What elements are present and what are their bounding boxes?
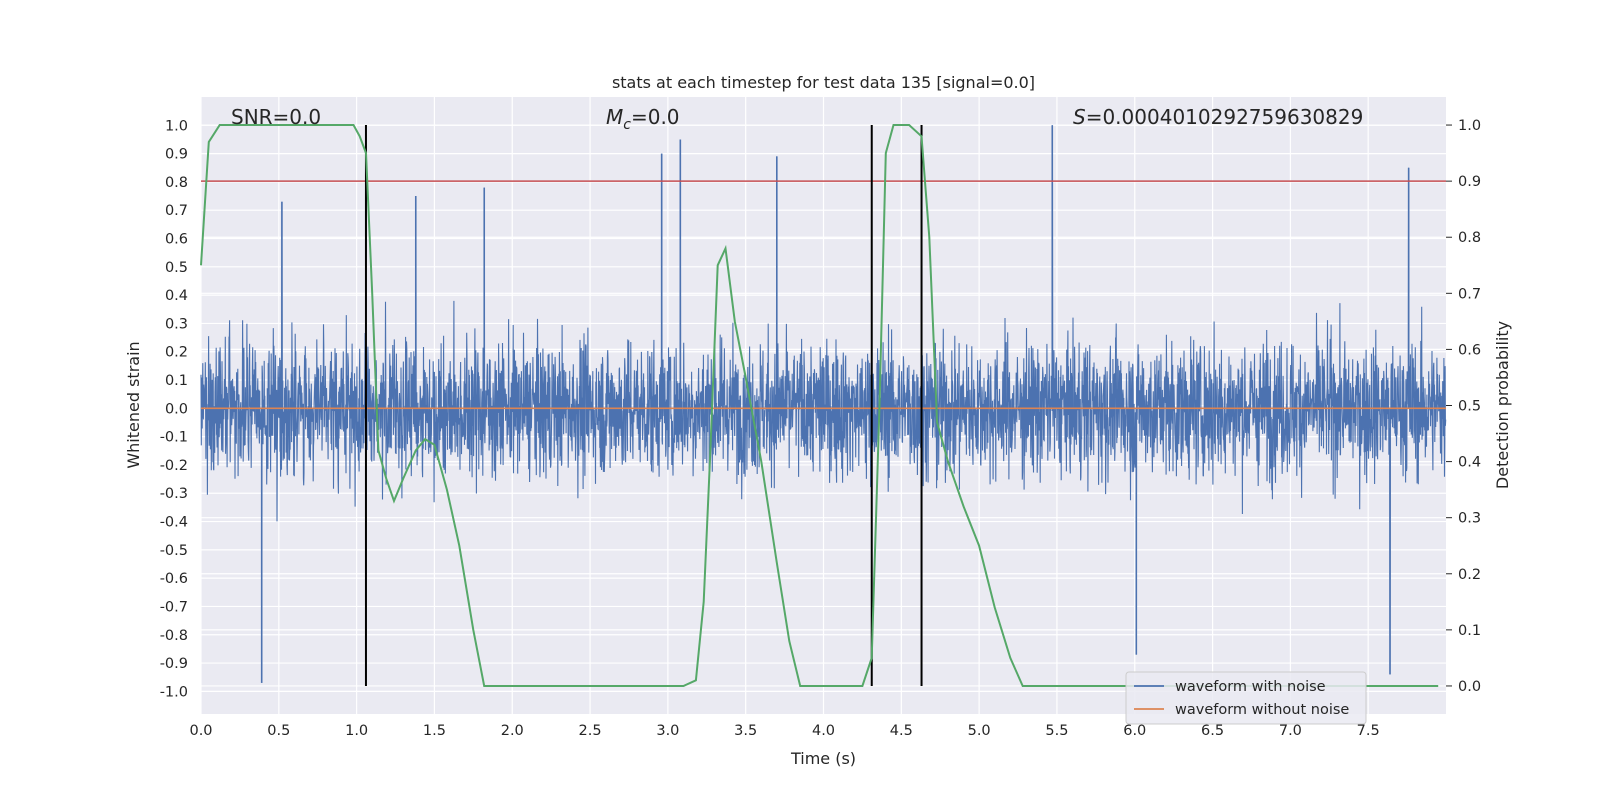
y-tick-label: -0.1 [160, 430, 188, 446]
y-tick-label: 0.8 [165, 175, 188, 191]
chirp-mass-symbol: M [606, 105, 623, 129]
y-tick-label: -0.5 [160, 543, 188, 559]
y-tick-label: -0.3 [160, 486, 188, 502]
y-tick-label: 0.3 [165, 316, 188, 332]
s-symbol: S [1073, 105, 1086, 129]
x-tick-label: 4.0 [812, 723, 835, 739]
y-tick-label: 0.7 [165, 203, 188, 219]
x-tick-label: 1.0 [345, 723, 368, 739]
noise-waveform [200, 125, 1447, 683]
y-tick-label: -0.2 [160, 458, 188, 474]
y-right-tick-label: 0.7 [1458, 286, 1481, 302]
legend-noise-label: waveform with noise [1175, 679, 1326, 695]
y-tick-label: 1.0 [165, 118, 188, 134]
s-annotation: S=0.0004010292759630829 [1073, 105, 1363, 129]
x-tick-label: 7.0 [1279, 723, 1302, 739]
y-tick-label: -0.9 [160, 656, 188, 672]
s-value: =0.0004010292759630829 [1086, 105, 1364, 129]
snr-annotation: SNR=0.0 [231, 105, 321, 129]
y-tick-label: -0.7 [160, 599, 188, 615]
y-tick-label: -0.6 [160, 571, 188, 587]
y-right-tick-label: 0.0 [1458, 679, 1481, 695]
y-right-tick-label: 0.2 [1458, 567, 1481, 583]
y-tick-label: 0.9 [165, 147, 188, 163]
x-tick-label: 3.5 [734, 723, 757, 739]
chirp-mass-subscript: c [623, 117, 631, 133]
legend: waveform with noise waveform without noi… [1125, 671, 1367, 725]
detection-probability-line [200, 124, 1439, 687]
x-tick-label: 5.0 [968, 723, 991, 739]
y-tick-label: 0.1 [165, 373, 188, 389]
x-tick-label: 4.5 [890, 723, 913, 739]
overlay-layer [200, 124, 1446, 687]
y-right-tick-label: 0.6 [1458, 342, 1481, 358]
y-tick-label: 0.5 [165, 260, 188, 276]
chart-title: stats at each timestep for test data 135… [612, 73, 1035, 92]
x-tick-label: 7.5 [1357, 723, 1380, 739]
x-tick-label: 0.5 [267, 723, 290, 739]
x-tick-label: 2.5 [579, 723, 602, 739]
axis-layer: 0.0 0.5 1.0 1.5 2.0 2.5 3.0 3.5 4.0 4.5 5.0 5.5 6.0 6… [160, 118, 1481, 739]
y-tick-label: 0.6 [165, 232, 188, 248]
chirp-mass-annotation: Mc=0.0 [606, 105, 680, 133]
x-tick-label: 3.0 [656, 723, 679, 739]
y-tick-label: 0.2 [165, 345, 188, 361]
y-tick-label: -0.8 [160, 628, 188, 644]
y-right-tick-label: 0.9 [1458, 174, 1481, 190]
y-right-tick-label: 0.4 [1458, 455, 1481, 471]
y-right-tick-label: 0.3 [1458, 511, 1481, 527]
y-axis-label: Whitened strain [124, 341, 143, 468]
x-tick-label: 2.0 [501, 723, 524, 739]
y-right-tick-label: 1.0 [1458, 118, 1481, 134]
legend-clean-label: waveform without noise [1175, 702, 1349, 718]
x-tick-label: 0.0 [189, 723, 212, 739]
x-tick-label: 6.0 [1123, 723, 1146, 739]
x-axis-label: Time (s) [790, 749, 856, 768]
y-right-tick-label: 0.5 [1458, 399, 1481, 415]
y-tick-label: 0.4 [165, 288, 188, 304]
legend-box [1125, 671, 1367, 725]
x-tick-label: 5.5 [1045, 723, 1068, 739]
y-tick-label: -1.0 [160, 684, 188, 700]
x-tick-label: 1.5 [423, 723, 446, 739]
y-tick-label: -0.4 [160, 515, 188, 531]
y-right-tick-label: 0.8 [1458, 230, 1481, 246]
y-tick-label: 0.0 [165, 401, 188, 417]
y-right-tick-label: 0.1 [1458, 623, 1481, 639]
y-axis-right-label: Detection probability [1493, 321, 1512, 489]
waveform-with-noise-line [200, 125, 1447, 683]
chirp-mass-value: =0.0 [631, 105, 680, 129]
x-tick-label: 6.5 [1201, 723, 1224, 739]
